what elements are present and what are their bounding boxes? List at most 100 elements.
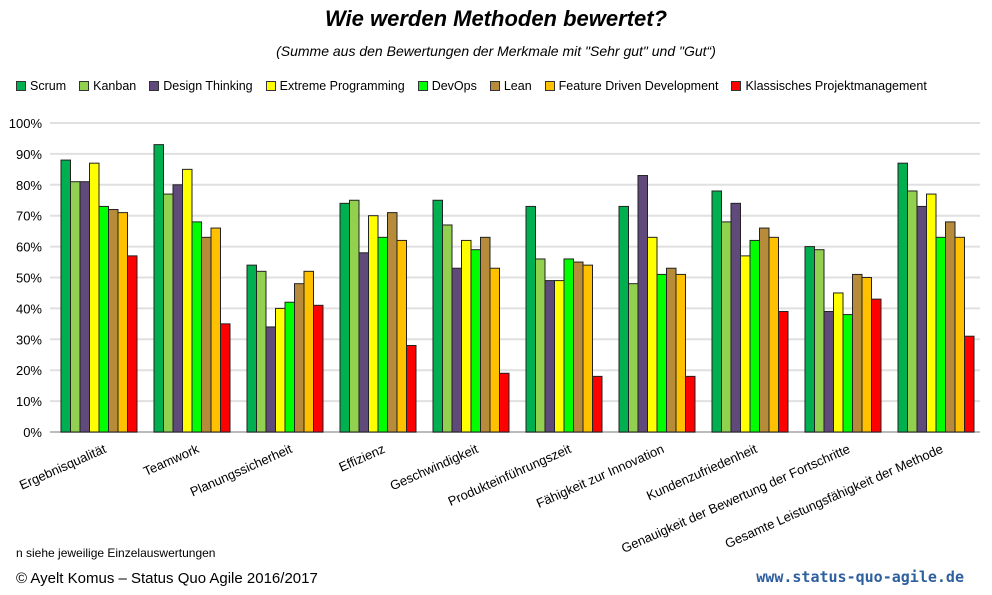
bar-extreme-programming [461,239,472,433]
x-tick-label: Effizienz [336,441,387,475]
bar-design-thinking [172,184,183,433]
bar-extreme-programming [554,280,565,433]
bar-klassisches-projektmanagement [127,255,138,433]
bar-kanban [814,249,825,433]
legend-item: Kanban [79,79,136,93]
y-tick-label: 30% [16,332,42,347]
bar-feature-driven-development [861,277,872,433]
bar-scrum [525,205,536,433]
legend-label: DevOps [431,79,477,93]
y-tick-label: 50% [16,271,42,286]
x-tick-label: Planungssicherheit [188,441,295,500]
bar-scrum [246,264,257,433]
bar-scrum [618,205,629,433]
bar-extreme-programming [89,162,100,433]
website-link[interactable]: www.status-quo-agile.de [756,568,964,586]
y-tick-label: 60% [16,240,42,255]
legend-swatch [265,81,276,91]
bar-design-thinking [544,280,555,433]
bar-scrum [432,199,443,433]
bar-klassisches-projektmanagement [220,323,231,433]
y-tick-label: 20% [16,363,42,378]
bar-kanban [628,283,639,433]
bar-devops [191,221,202,433]
bar-feature-driven-development [210,227,221,433]
bar-design-thinking [823,310,834,433]
legend-swatch [417,81,428,91]
bar-feature-driven-development [396,239,407,433]
bar-lean [108,209,119,433]
legend-item: Lean [489,79,532,93]
bar-devops [470,249,481,433]
legend-swatch [489,81,500,91]
legend-item: Scrum [16,79,66,93]
bar-klassisches-projektmanagement [964,335,975,433]
bar-extreme-programming [926,193,937,433]
bar-kanban [256,270,267,433]
bar-kanban [163,193,174,433]
bar-devops [377,236,388,433]
y-tick-label: 0% [23,425,42,440]
bar-feature-driven-development [303,270,314,433]
legend-label: Feature Driven Development [558,79,719,93]
bar-design-thinking [451,267,462,433]
bar-design-thinking [637,175,648,433]
bar-feature-driven-development [117,212,128,433]
bar-extreme-programming [833,292,844,433]
legend-swatch [16,81,26,91]
y-tick-label: 80% [16,178,42,193]
bar-extreme-programming [275,307,286,433]
bar-lean [201,236,212,433]
legend-label: Klassisches Projektmanagement [745,79,927,93]
chart-title: Wie werden Methoden bewertet? [324,6,668,31]
bar-feature-driven-development [582,264,593,433]
bar-design-thinking [358,252,369,433]
bar-klassisches-projektmanagement [592,375,603,433]
chart-subtitle: (Summe aus den Bewertungen der Merkmale … [276,43,716,59]
bar-kanban [535,258,546,433]
legend-swatch [731,81,742,91]
bar-devops [98,205,109,433]
footnote: n siehe jeweilige Einzelauswertungen [16,546,216,560]
bar-kanban [70,181,81,433]
legend-swatch [544,81,555,91]
y-tick-label: 70% [16,209,42,224]
bar-klassisches-projektmanagement [499,372,510,433]
bar-kanban [442,224,453,433]
bar-klassisches-projektmanagement [871,298,882,433]
bar-extreme-programming [740,255,751,433]
legend-item: Klassisches Projektmanagement [731,79,927,93]
bar-lean [666,267,677,433]
legend: Scrum Kanban Design Thinking Extreme Progra… [16,79,940,93]
bar-kanban [721,221,732,433]
bar-scrum [711,190,722,433]
bar-devops [749,239,760,433]
bar-scrum [60,159,71,433]
y-tick-label: 100% [9,116,43,131]
bar-scrum [897,162,908,433]
bar-devops [842,314,853,433]
bar-klassisches-projektmanagement [406,344,417,433]
legend-label: Extreme Programming [279,79,405,93]
x-tick-label: Ergebnisqualität [17,441,109,493]
bar-scrum [153,144,164,433]
bar-devops [656,273,667,433]
bar-devops [284,301,295,433]
legend-label: Scrum [30,79,67,93]
legend-item: DevOps [417,79,477,93]
bar-kanban [349,199,360,433]
bar-scrum [339,202,350,433]
legend-label: Design Thinking [163,79,253,93]
bar-klassisches-projektmanagement [685,375,696,433]
bar-extreme-programming [368,215,379,433]
legend-swatch [79,81,90,91]
bar-devops [935,236,946,433]
y-tick-label: 40% [16,301,42,316]
bar-design-thinking [916,205,927,433]
legend-swatch [149,81,160,91]
bar-lean [387,212,398,433]
bar-extreme-programming [647,236,658,433]
y-tick-label: 10% [16,394,42,409]
bar-kanban [907,190,918,433]
